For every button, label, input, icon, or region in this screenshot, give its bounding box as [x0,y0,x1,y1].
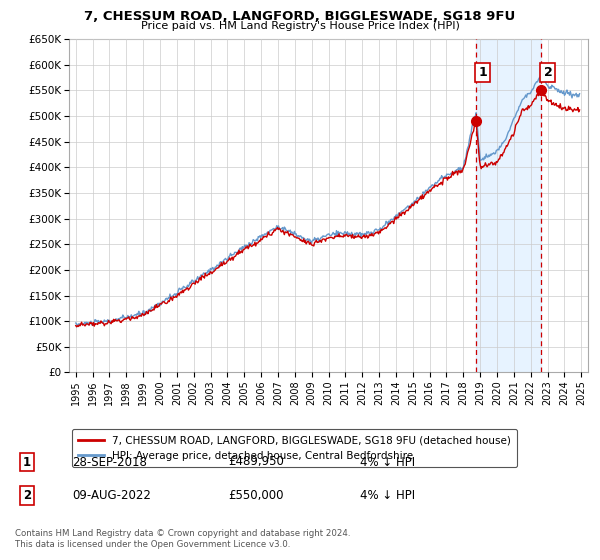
Text: £550,000: £550,000 [228,489,284,502]
Text: Contains HM Land Registry data © Crown copyright and database right 2024.
This d: Contains HM Land Registry data © Crown c… [15,529,350,549]
Text: 1: 1 [23,455,31,469]
Legend: 7, CHESSUM ROAD, LANGFORD, BIGGLESWADE, SG18 9FU (detached house), HPI: Average : 7, CHESSUM ROAD, LANGFORD, BIGGLESWADE, … [71,430,517,467]
Text: 2: 2 [544,66,552,79]
Text: £489,950: £489,950 [228,455,284,469]
Text: 2: 2 [23,489,31,502]
Text: 4% ↓ HPI: 4% ↓ HPI [360,455,415,469]
Text: 28-SEP-2018: 28-SEP-2018 [72,455,147,469]
Text: 4% ↓ HPI: 4% ↓ HPI [360,489,415,502]
Text: Price paid vs. HM Land Registry's House Price Index (HPI): Price paid vs. HM Land Registry's House … [140,21,460,31]
Text: 09-AUG-2022: 09-AUG-2022 [72,489,151,502]
Text: 1: 1 [478,66,487,79]
Text: 7, CHESSUM ROAD, LANGFORD, BIGGLESWADE, SG18 9FU: 7, CHESSUM ROAD, LANGFORD, BIGGLESWADE, … [85,10,515,23]
Bar [476,39,541,372]
